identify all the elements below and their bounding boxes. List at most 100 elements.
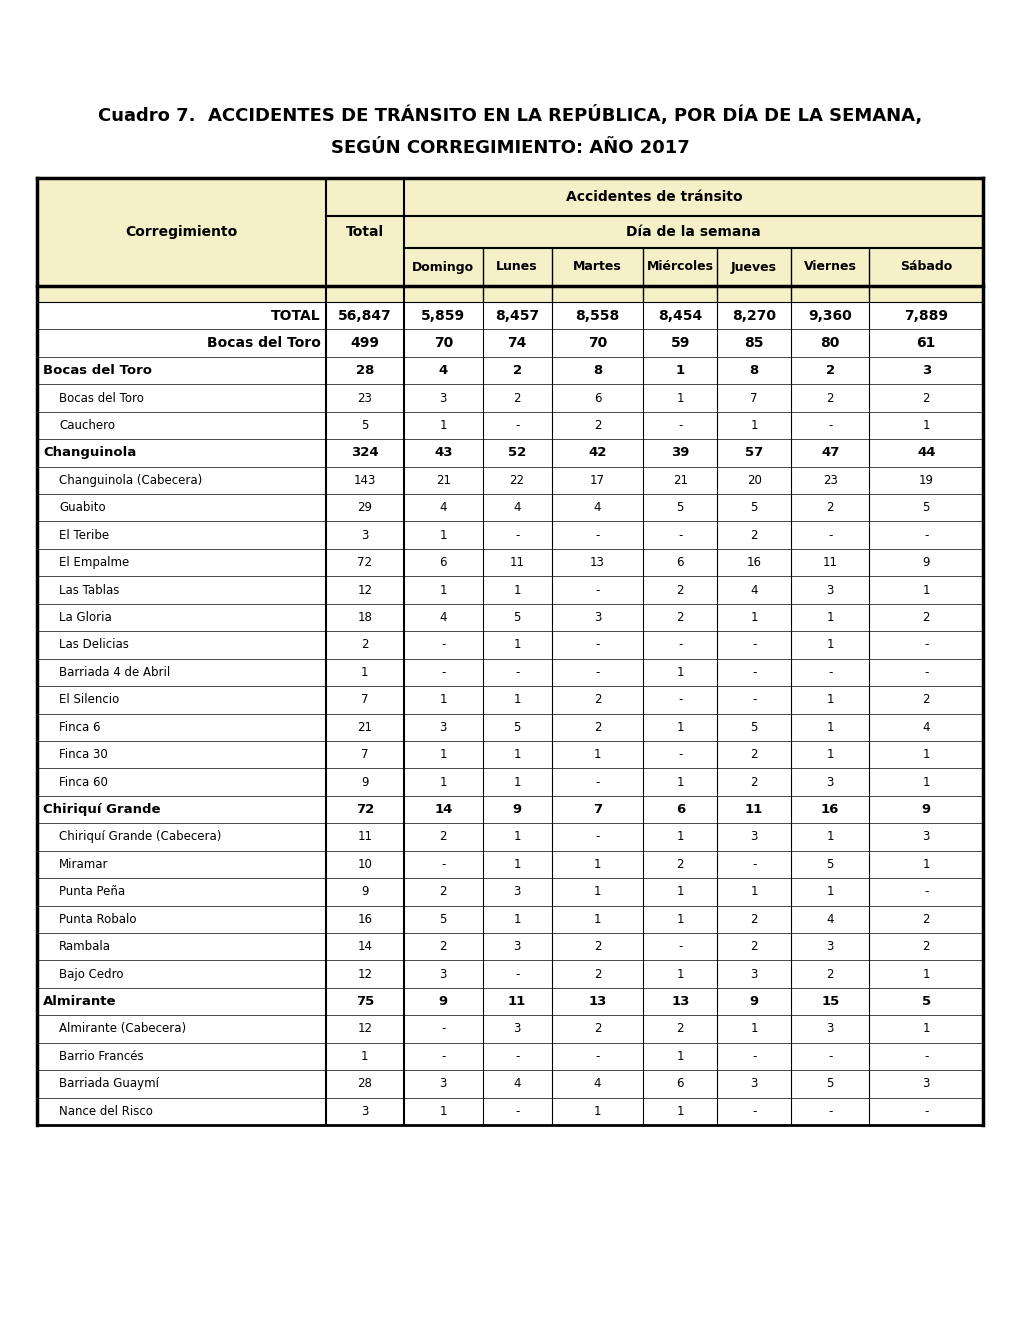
Text: 3: 3 [750,830,757,843]
Text: 4: 4 [593,1077,600,1090]
Text: El Teribe: El Teribe [59,529,109,541]
Text: -: - [595,583,599,597]
Text: -: - [515,529,519,541]
Text: 2: 2 [439,886,446,899]
Text: 21: 21 [357,721,372,734]
Text: 2: 2 [593,940,600,953]
Text: 7: 7 [750,392,757,404]
Text: 4: 4 [825,912,834,925]
Text: 1: 1 [676,1105,684,1118]
Text: 6: 6 [439,556,446,569]
Text: -: - [751,1049,755,1063]
Text: 1: 1 [439,693,446,706]
Text: 1: 1 [361,665,368,678]
Text: 1: 1 [676,1049,684,1063]
Text: 2: 2 [593,693,600,706]
Text: Chiriquí Grande (Cabecera): Chiriquí Grande (Cabecera) [59,830,221,843]
Text: -: - [440,1023,445,1035]
Text: -: - [678,748,682,762]
Text: 2: 2 [676,1023,684,1035]
Text: 2: 2 [825,502,834,515]
Text: 72: 72 [357,556,372,569]
Text: 4: 4 [513,502,521,515]
Text: 47: 47 [820,446,839,459]
Text: Las Delicias: Las Delicias [59,639,128,651]
Text: 1: 1 [676,392,684,404]
Text: Finca 30: Finca 30 [59,748,108,762]
Text: 5: 5 [921,995,930,1008]
Text: 21: 21 [673,474,687,487]
FancyBboxPatch shape [37,178,982,302]
Text: Finca 60: Finca 60 [59,776,108,788]
Text: 1: 1 [750,886,757,899]
Text: -: - [595,776,599,788]
Text: 1: 1 [675,364,684,378]
Text: 5: 5 [513,721,521,734]
Text: 57: 57 [744,446,762,459]
Text: 5,859: 5,859 [421,309,465,322]
Text: 70: 70 [433,337,452,350]
Text: -: - [923,886,927,899]
Text: 3: 3 [361,529,368,541]
Text: 5: 5 [825,1077,834,1090]
Text: 3: 3 [513,940,521,953]
Text: 1: 1 [750,418,757,432]
Text: 42: 42 [588,446,606,459]
Text: 8,270: 8,270 [732,309,775,322]
Text: Corregimiento: Corregimiento [125,224,237,239]
Text: 3: 3 [439,968,446,981]
Text: 5: 5 [921,502,929,515]
Text: 2: 2 [825,968,834,981]
Text: 2: 2 [750,776,757,788]
Text: 4: 4 [750,583,757,597]
Text: -: - [678,940,682,953]
Text: 5: 5 [676,502,684,515]
Text: 23: 23 [822,474,837,487]
Text: 1: 1 [825,886,834,899]
Text: 3: 3 [361,1105,368,1118]
Text: -: - [678,693,682,706]
Text: Día de la semana: Día de la semana [626,224,760,239]
Text: 43: 43 [434,446,452,459]
Text: 15: 15 [820,995,839,1008]
Text: 28: 28 [357,1077,372,1090]
Text: Rambala: Rambala [59,940,111,953]
Text: 3: 3 [921,830,929,843]
Text: Accidentes de tránsito: Accidentes de tránsito [566,190,742,205]
Text: 6: 6 [676,556,684,569]
Text: 9: 9 [512,803,521,816]
Text: 1: 1 [825,693,834,706]
Text: 14: 14 [357,940,372,953]
Text: 1: 1 [921,968,929,981]
Text: 2: 2 [361,639,368,651]
Text: Viernes: Viernes [803,260,856,273]
Text: 2: 2 [593,721,600,734]
Text: 1: 1 [513,693,521,706]
Text: 2: 2 [593,418,600,432]
Text: 56,847: 56,847 [337,309,391,322]
Text: La Gloria: La Gloria [59,611,112,624]
Text: -: - [827,418,832,432]
Text: 3: 3 [921,1077,929,1090]
Text: Bajo Cedro: Bajo Cedro [59,968,123,981]
Text: -: - [515,968,519,981]
Text: Changuinola: Changuinola [43,446,137,459]
Text: 12: 12 [357,583,372,597]
Text: El Silencio: El Silencio [59,693,119,706]
Text: 4: 4 [439,611,446,624]
Text: -: - [923,1049,927,1063]
Text: 70: 70 [587,337,606,350]
Text: Jueves: Jueves [731,260,776,273]
Text: 1: 1 [593,748,600,762]
Text: 1: 1 [921,748,929,762]
Text: 1: 1 [513,748,521,762]
Text: 1: 1 [676,665,684,678]
Text: 4: 4 [439,502,446,515]
Text: 5: 5 [439,912,446,925]
Text: 1: 1 [439,1105,446,1118]
Text: 1: 1 [513,639,521,651]
Text: 3: 3 [921,364,930,378]
Text: 74: 74 [506,337,526,350]
Text: Nance del Risco: Nance del Risco [59,1105,153,1118]
Text: -: - [923,665,927,678]
